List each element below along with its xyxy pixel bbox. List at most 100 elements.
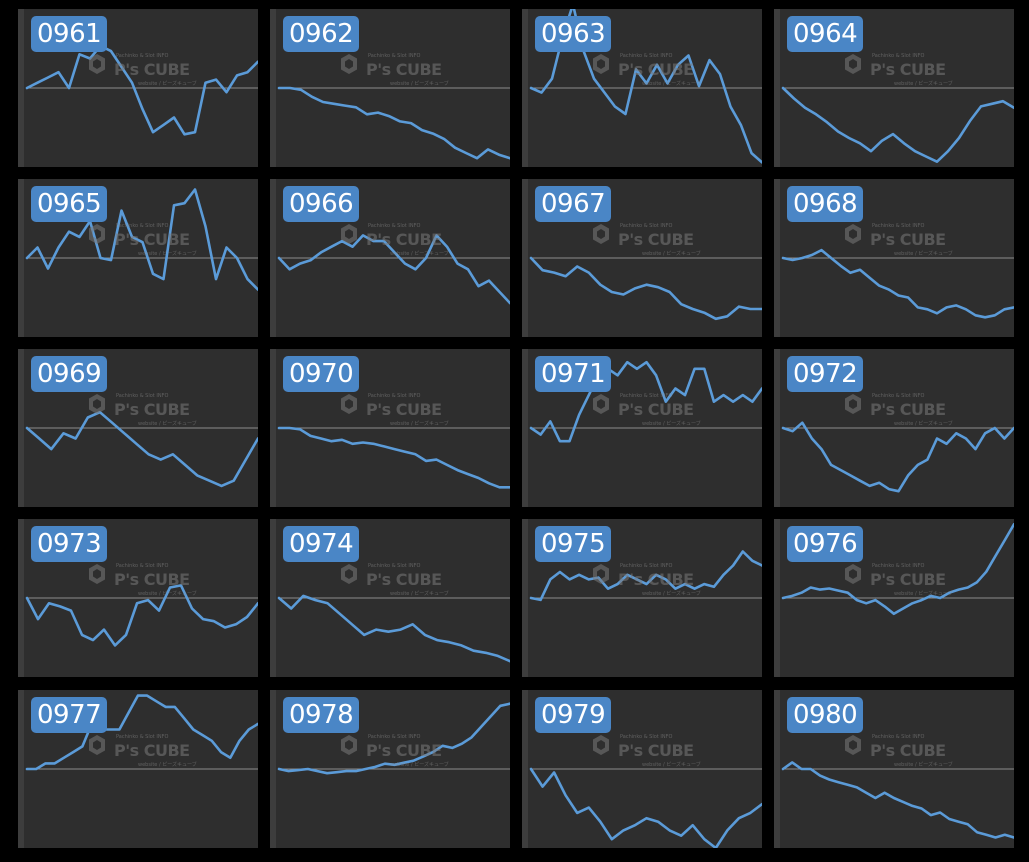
- chart-plot: [774, 519, 1014, 677]
- series-line: [529, 550, 762, 602]
- series-line: [277, 702, 510, 775]
- series-line: [277, 594, 510, 663]
- chart-title-badge: 0965: [31, 186, 108, 222]
- series-line: [25, 694, 258, 771]
- chart-plot: [18, 519, 258, 677]
- series-line: [781, 86, 1014, 163]
- series-line: [781, 523, 1014, 616]
- panel-left-border: [270, 9, 276, 167]
- chart-plot: [774, 349, 1014, 507]
- chart-panel-0964[interactable]: Pachinko & Slot INFO P's CUBE website / ピー…: [774, 9, 1014, 167]
- chart-panel-0967[interactable]: Pachinko & Slot INFO P's CUBE website / ピー…: [522, 179, 762, 337]
- panel-left-border: [18, 349, 24, 507]
- chart-title-badge: 0971: [535, 356, 612, 392]
- chart-panel-0975[interactable]: Pachinko & Slot INFO P's CUBE website / ピー…: [522, 519, 762, 677]
- chart-panel-0961[interactable]: Pachinko & Slot INFO P's CUBE website / ピー…: [18, 9, 258, 167]
- panel-left-border: [522, 690, 528, 848]
- series-line: [529, 360, 762, 443]
- panel-left-border: [18, 690, 24, 848]
- chart-panel-0969[interactable]: Pachinko & Slot INFO P's CUBE website / ピー…: [18, 349, 258, 507]
- chart-plot: [18, 690, 258, 848]
- panel-left-border: [774, 519, 780, 677]
- series-line: [25, 188, 258, 291]
- chart-title-badge: 0974: [283, 526, 360, 562]
- chart-title-badge: 0967: [535, 186, 612, 222]
- series-line: [277, 86, 510, 160]
- panel-left-border: [774, 9, 780, 167]
- chart-plot: [270, 179, 510, 337]
- panel-left-border: [522, 9, 528, 167]
- chart-panel-0966[interactable]: Pachinko & Slot INFO P's CUBE website / ピー…: [270, 179, 510, 337]
- chart-panel-0963[interactable]: Pachinko & Slot INFO P's CUBE website / ピー…: [522, 9, 762, 167]
- chart-title-badge: 0968: [787, 186, 864, 222]
- chart-title-badge: 0979: [535, 697, 612, 733]
- chart-panel-0980[interactable]: Pachinko & Slot INFO P's CUBE website / ピー…: [774, 690, 1014, 848]
- series-line: [25, 410, 258, 488]
- series-line: [781, 248, 1014, 319]
- series-line: [25, 584, 258, 647]
- chart-title-badge: 0972: [787, 356, 864, 392]
- panel-left-border: [18, 519, 24, 677]
- chart-panel-0970[interactable]: Pachinko & Slot INFO P's CUBE website / ピー…: [270, 349, 510, 507]
- chart-plot: [774, 690, 1014, 848]
- chart-title-badge: 0963: [535, 16, 612, 52]
- panel-left-border: [522, 179, 528, 337]
- panel-left-border: [522, 349, 528, 507]
- panel-left-border: [270, 349, 276, 507]
- series-line: [277, 234, 510, 305]
- chart-title-badge: 0973: [31, 526, 108, 562]
- chart-plot: [774, 179, 1014, 337]
- chart-plot: [270, 690, 510, 848]
- chart-title-badge: 0980: [787, 697, 864, 733]
- panel-left-border: [270, 519, 276, 677]
- chart-panel-0972[interactable]: Pachinko & Slot INFO P's CUBE website / ピー…: [774, 349, 1014, 507]
- chart-plot: [18, 349, 258, 507]
- series-line: [529, 256, 762, 321]
- chart-panel-0965[interactable]: Pachinko & Slot INFO P's CUBE website / ピー…: [18, 179, 258, 337]
- chart-title-badge: 0970: [283, 356, 360, 392]
- panel-left-border: [18, 9, 24, 167]
- chart-plot: [18, 9, 258, 167]
- chart-title-badge: 0978: [283, 697, 360, 733]
- chart-plot: [774, 9, 1014, 167]
- panel-left-border: [522, 519, 528, 677]
- panel-left-border: [774, 690, 780, 848]
- chart-panel-0962[interactable]: Pachinko & Slot INFO P's CUBE website / ピー…: [270, 9, 510, 167]
- series-line: [529, 9, 762, 164]
- chart-plot: [522, 9, 762, 167]
- panel-left-border: [270, 690, 276, 848]
- chart-title-badge: 0969: [31, 356, 108, 392]
- chart-title-badge: 0966: [283, 186, 360, 222]
- chart-panel-0976[interactable]: Pachinko & Slot INFO P's CUBE website / ピー…: [774, 519, 1014, 677]
- chart-panel-0974[interactable]: Pachinko & Slot INFO P's CUBE website / ピー…: [270, 519, 510, 677]
- chart-plot: [270, 519, 510, 677]
- chart-panel-0971[interactable]: Pachinko & Slot INFO P's CUBE website / ピー…: [522, 349, 762, 507]
- chart-panel-0978[interactable]: Pachinko & Slot INFO P's CUBE website / ピー…: [270, 690, 510, 848]
- panel-left-border: [774, 349, 780, 507]
- series-line: [781, 761, 1014, 839]
- chart-title-badge: 0961: [31, 16, 108, 52]
- chart-plot: [522, 179, 762, 337]
- panel-left-border: [18, 179, 24, 337]
- chart-title-badge: 0976: [787, 526, 864, 562]
- chart-plot: [270, 9, 510, 167]
- chart-plot: [522, 519, 762, 677]
- series-line: [25, 44, 258, 136]
- chart-plot: [522, 690, 762, 848]
- chart-panel-0979[interactable]: Pachinko & Slot INFO P's CUBE website / ピー…: [522, 690, 762, 848]
- series-line: [781, 421, 1014, 493]
- series-line: [529, 767, 762, 848]
- chart-panel-0973[interactable]: Pachinko & Slot INFO P's CUBE website / ピー…: [18, 519, 258, 677]
- chart-plot: [522, 349, 762, 507]
- chart-plot: [270, 349, 510, 507]
- chart-title-badge: 0975: [535, 526, 612, 562]
- chart-title-badge: 0977: [31, 697, 108, 733]
- panel-left-border: [270, 179, 276, 337]
- chart-panel-0977[interactable]: Pachinko & Slot INFO P's CUBE website / ピー…: [18, 690, 258, 848]
- chart-title-badge: 0962: [283, 16, 360, 52]
- chart-plot: [18, 179, 258, 337]
- panel-left-border: [774, 179, 780, 337]
- chart-title-badge: 0964: [787, 16, 864, 52]
- chart-panel-0968[interactable]: Pachinko & Slot INFO P's CUBE website / ピー…: [774, 179, 1014, 337]
